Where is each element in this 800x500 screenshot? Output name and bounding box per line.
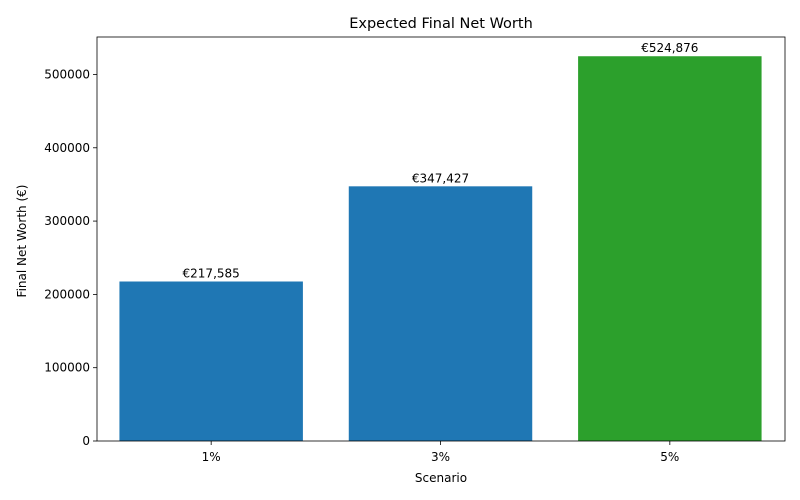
bars-layer xyxy=(119,56,762,442)
y-axis-title: Final Net Worth (€) xyxy=(15,185,29,298)
x-tick-label-2: 5% xyxy=(660,450,679,464)
bar-2 xyxy=(578,56,762,442)
bar-1 xyxy=(348,186,533,441)
y-tick-label-3: 300000 xyxy=(44,214,90,228)
y-tick-label-2: 200000 xyxy=(44,287,90,301)
x-tick-label-1: 3% xyxy=(431,450,450,464)
ticks-layer: 1% 3% 5% 0 100000 200000 300000 400000 500000 xyxy=(44,67,679,464)
axes-layer xyxy=(96,36,786,442)
bar-value-label-1: €347,427 xyxy=(412,171,469,185)
chart-title: Expected Final Net Worth xyxy=(349,16,533,32)
bar-0 xyxy=(119,281,303,441)
bar-value-label-0: €217,585 xyxy=(183,267,240,281)
y-tick-label-4: 400000 xyxy=(44,141,90,155)
bar-value-label-2: €524,876 xyxy=(641,41,698,55)
x-axis-title: Scenario xyxy=(415,471,467,485)
y-tick-label-0: 0 xyxy=(82,434,90,448)
plot-frame xyxy=(96,36,786,442)
x-tick-label-0: 1% xyxy=(202,450,221,464)
bar-labels-layer: €217,585 €347,427 €524,876 xyxy=(183,41,699,280)
y-tick-label-5: 500000 xyxy=(44,67,90,81)
y-tick-label-1: 100000 xyxy=(44,361,90,375)
